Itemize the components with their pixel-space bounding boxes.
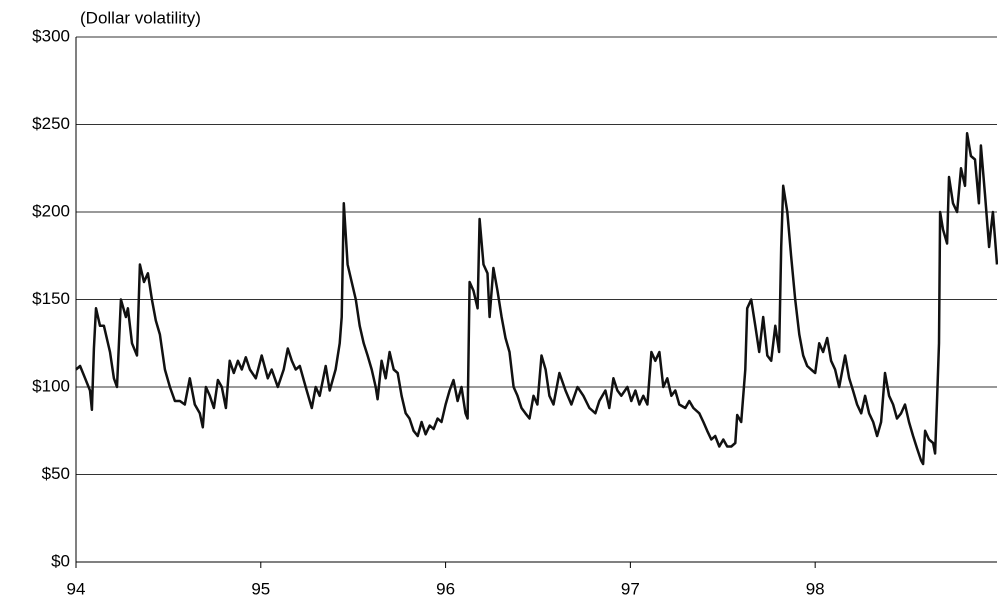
y-tick-label: $200 xyxy=(32,201,70,220)
y-tick-label: $100 xyxy=(32,376,70,395)
x-tick-label: 97 xyxy=(621,579,640,598)
x-tick-label: 95 xyxy=(251,579,270,598)
x-tick-label: 96 xyxy=(436,579,455,598)
x-tick-label: 94 xyxy=(67,579,86,598)
y-tick-label: $150 xyxy=(32,289,70,308)
y-tick-label: $250 xyxy=(32,114,70,133)
y-tick-label: $50 xyxy=(42,464,70,483)
y-tick-label: $300 xyxy=(32,26,70,45)
y-tick-label: $0 xyxy=(51,551,70,570)
chart-title: (Dollar volatility) xyxy=(80,8,201,27)
line-series xyxy=(75,132,998,466)
x-tick-label: 98 xyxy=(806,579,825,598)
